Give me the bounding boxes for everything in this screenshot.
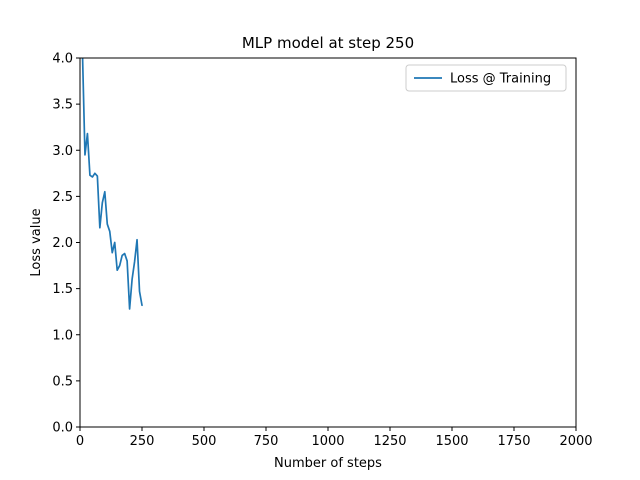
y-axis: 0.0 0.5 1.0 1.5 2.0 2.5 3.0 3.5 4.0: [52, 52, 80, 436]
x-tick-label: 750: [254, 434, 279, 449]
x-tick-label: 1250: [373, 434, 406, 449]
x-tick-label: 2000: [559, 434, 592, 449]
y-tick-label: 1.0: [52, 328, 73, 343]
y-axis-label: Loss value: [29, 208, 44, 276]
y-tick-label: 4.0: [52, 52, 73, 67]
y-tick-label: 3.5: [52, 98, 73, 113]
x-tick-label: 1500: [435, 434, 468, 449]
legend-entry: Loss @ Training: [450, 72, 551, 87]
x-tick-label: 1000: [311, 434, 344, 449]
series-line: [81, 58, 143, 310]
y-tick-label: 2.0: [52, 236, 73, 251]
x-tick-label: 500: [192, 434, 217, 449]
y-tick-label: 2.5: [52, 190, 73, 205]
y-tick-label: 0.5: [52, 374, 73, 389]
x-tick-label: 0: [76, 434, 84, 449]
legend-box: [405, 64, 567, 92]
x-tick-label: 1750: [497, 434, 530, 449]
y-tick-label: 1.5: [52, 282, 73, 297]
legend: Loss @ Training: [405, 64, 567, 92]
chart-title: MLP model at step 250: [242, 34, 414, 52]
x-axis: 0 250 500 750 1000 1250 1500 1750 2000: [76, 427, 593, 449]
y-tick-label: 0.0: [52, 421, 73, 436]
x-axis-label: Number of steps: [274, 456, 382, 471]
y-tick-label: 3.0: [52, 144, 73, 159]
series-layer: [81, 58, 143, 310]
x-tick-label: 250: [130, 434, 155, 449]
